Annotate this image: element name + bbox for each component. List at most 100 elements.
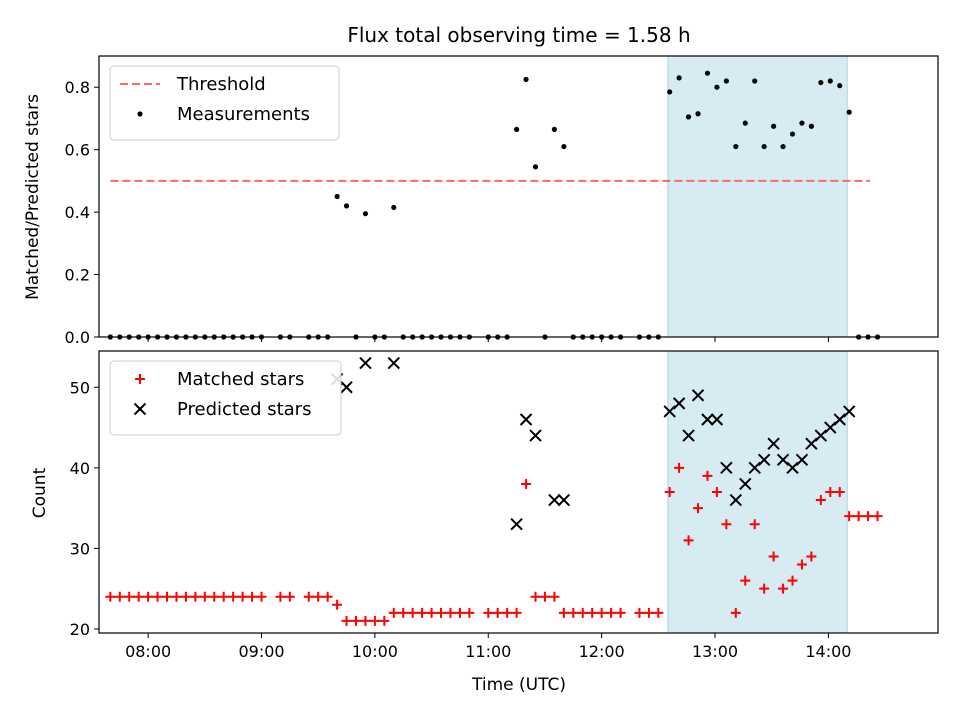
- matched-stars-point: [313, 591, 324, 602]
- measurement-point: [334, 193, 340, 200]
- matched-stars-point: [596, 607, 607, 618]
- predicted-stars-point: [842, 405, 856, 418]
- y-tick-label: 50: [70, 378, 90, 397]
- x-axis-label: Time (UTC): [471, 675, 566, 695]
- matched-stars-point: [521, 478, 532, 489]
- predicted-stars-point: [757, 453, 771, 466]
- measurement-point: [723, 78, 729, 84]
- matched-stars-point: [180, 591, 191, 602]
- measurement-point: [695, 111, 701, 117]
- matched-stars-point: [511, 607, 522, 618]
- predicted-stars-point: [682, 429, 695, 442]
- matched-stars-point: [228, 591, 239, 602]
- matched-stars-point: [369, 615, 380, 626]
- legend-predicted-swatch: [133, 402, 147, 416]
- matched-stars-point: [237, 591, 248, 602]
- measurement-point: [827, 78, 833, 84]
- matched-stars-point: [341, 615, 352, 626]
- measurement-point: [714, 84, 720, 90]
- matched-stars-point: [464, 607, 475, 618]
- predicted-stars-point: [519, 413, 533, 426]
- matched-stars-point: [190, 591, 201, 602]
- x-tick-label: 08:00: [125, 642, 171, 661]
- matched-stars-point: [568, 607, 579, 618]
- matched-stars-point: [721, 519, 732, 530]
- predicted-stars-point: [672, 397, 686, 410]
- predicted-stars-point: [729, 493, 743, 507]
- matched-stars-point: [664, 487, 675, 497]
- measurement-point: [780, 143, 786, 150]
- measurement-point: [837, 83, 843, 89]
- predicted-stars-point: [557, 493, 571, 507]
- matched-stars-point: [256, 591, 267, 602]
- matched-stars-point: [768, 551, 779, 562]
- measurement-point: [676, 75, 682, 81]
- y-tick-label: 20: [70, 620, 90, 639]
- predicted-stars-point: [548, 493, 561, 507]
- matched-stars-point: [199, 591, 210, 602]
- matched-stars-point: [502, 607, 513, 618]
- matched-stars-point: [693, 503, 704, 514]
- matched-stars-point: [825, 487, 836, 497]
- legend-label: Threshold: [176, 74, 266, 95]
- matched-stars-point: [398, 607, 409, 618]
- matched-stars-point: [350, 615, 361, 626]
- predicted-stars-point: [739, 477, 752, 491]
- matched-stars-point: [218, 591, 229, 602]
- y-tick-label: 30: [70, 539, 90, 558]
- predicted-stars-point: [691, 389, 705, 402]
- predicted-stars-point: [720, 461, 733, 475]
- matched-stars-point: [530, 591, 541, 602]
- matched-stars-point: [124, 591, 135, 602]
- measurement-point: [532, 164, 539, 170]
- matched-stars-point: [407, 607, 418, 618]
- matched-stars-point: [417, 607, 428, 618]
- matched-stars-point: [759, 583, 770, 594]
- predicted-stars-point: [359, 356, 372, 370]
- measurement-point: [685, 114, 692, 120]
- top-panel: 0.0 0.2 0.4 0.6 0.8 Threshold Measurements: [65, 55, 939, 347]
- x-tick-label: 09:00: [238, 642, 284, 661]
- matched-stars-point: [133, 591, 144, 602]
- matched-stars-point: [834, 487, 845, 497]
- predicted-stars-point: [387, 356, 400, 370]
- measurement-point: [799, 120, 805, 126]
- legend-measurements-swatch: [137, 111, 143, 117]
- measurement-point: [667, 89, 673, 95]
- measurement-point: [752, 78, 758, 84]
- matched-stars-point: [284, 591, 295, 602]
- measurement-point: [761, 143, 767, 150]
- matched-stars-point: [844, 511, 855, 522]
- matched-stars-point: [674, 462, 685, 473]
- predicted-stars-point: [510, 518, 523, 531]
- measurement-point: [704, 70, 711, 76]
- matched-stars-point: [162, 591, 173, 602]
- matched-stars-point: [653, 607, 664, 618]
- matched-stars-point: [796, 559, 807, 570]
- predicted-stars-point: [340, 381, 353, 394]
- y-tick-label: 0.8: [65, 78, 90, 97]
- matched-stars-point: [643, 607, 654, 618]
- matched-stars-point: [171, 591, 182, 602]
- x-tick-label: 12:00: [579, 642, 625, 661]
- legend-matched-swatch: [135, 374, 145, 384]
- bottom-panel: 08:00 09:00 10:00 11:00 12:00 13:00 14:00 20 30 4…: [70, 350, 939, 661]
- matched-stars-point: [549, 591, 560, 602]
- axes-frame: [98, 350, 939, 634]
- chart-title: Flux total observing time = 1.58 h: [347, 23, 690, 47]
- matched-stars-point: [483, 607, 494, 618]
- matched-stars-point: [539, 591, 550, 602]
- measurement-point: [551, 126, 558, 132]
- matched-stars-point: [749, 519, 760, 530]
- matched-stars-point: [426, 607, 437, 618]
- measurement-point: [818, 79, 824, 86]
- matched-stars-point: [114, 591, 125, 602]
- measurement-point: [742, 120, 748, 126]
- x-tick-label: 11:00: [465, 642, 511, 661]
- x-tick-label: 13:00: [692, 642, 738, 661]
- matched-stars-point: [209, 591, 220, 602]
- legend-label: Matched stars: [177, 369, 304, 390]
- measurement-point: [523, 76, 529, 83]
- measurement-point: [362, 211, 369, 217]
- matched-stars-point: [445, 607, 456, 618]
